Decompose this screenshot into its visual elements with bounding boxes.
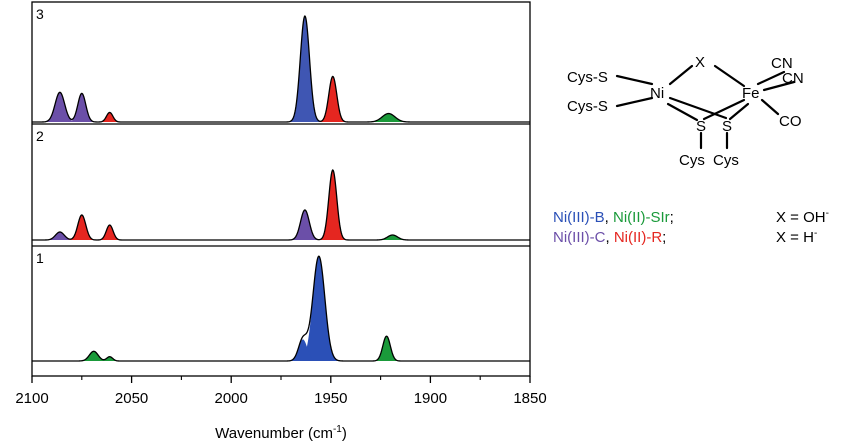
panel-label-1: 1 [36, 250, 44, 266]
legend-row-2-x: X = H- [776, 228, 817, 246]
cys-s-bottom-label: Cys-S [567, 98, 608, 115]
bond [762, 80, 796, 92]
sulfur-right-label: S [722, 118, 732, 135]
peak-fill [76, 351, 112, 361]
spectra-layer [32, 14, 530, 362]
bond [702, 98, 746, 121]
peak-fill [287, 210, 323, 240]
spectrum-trace [32, 169, 530, 241]
bond [668, 64, 694, 86]
plot-frame [31, 1, 531, 377]
bond [756, 70, 786, 86]
panel-label-3: 3 [36, 6, 44, 22]
x-tick-label: 2050 [115, 390, 148, 407]
legend-ni3b: Ni(III)-B [553, 209, 605, 226]
peak-fill [371, 336, 402, 361]
bond [713, 64, 746, 88]
bond [615, 96, 654, 108]
peak-fill [316, 76, 349, 122]
peak-fill [316, 170, 349, 240]
cys-s-top-label: Cys-S [567, 69, 608, 86]
cn-ligand-2-label: CN [782, 70, 804, 87]
peak-fill [40, 92, 80, 122]
legend-ni2sir: Ni(II)-SIr [613, 209, 670, 226]
peak-fill [42, 232, 78, 240]
x-tick-label: 2000 [215, 390, 248, 407]
x-tick-label: 1900 [414, 390, 447, 407]
peak-fill [285, 339, 321, 361]
legend-row-2: Ni(III)-C, Ni(II)-R; [553, 229, 666, 246]
cn-ligand-1-label: CN [771, 55, 793, 72]
peak-fill [65, 215, 98, 240]
cys-left-label: Cys [679, 152, 705, 169]
peak-fill [96, 112, 123, 122]
spectrum-trace [32, 255, 530, 362]
bond [728, 102, 750, 121]
bond [615, 74, 654, 86]
panel-label-2: 2 [36, 128, 44, 144]
fe-label: Fe [742, 85, 760, 102]
legend-ni2r: Ni(II)-R [614, 229, 662, 246]
spectrum-trace [32, 14, 530, 123]
peak-fill [286, 16, 324, 123]
peak-fill [65, 93, 98, 122]
legend-row-1: Ni(III)-B, Ni(II)-SIr; [553, 209, 674, 226]
peak-fill [363, 113, 415, 122]
peak-fill [97, 356, 122, 361]
legend-ni3c: Ni(III)-C [553, 229, 606, 246]
co-ligand-label: CO [779, 113, 802, 130]
peak-fill [372, 235, 413, 240]
x-axis-label: Wavenumber (cm-1) [215, 424, 347, 442]
bond [668, 96, 728, 120]
bond [760, 98, 780, 116]
peak-fill [294, 256, 343, 361]
x-axis: 2100 2050 2000 1950 1900 1850 [15, 376, 547, 407]
sulfur-left-label: S [696, 118, 706, 135]
bridge-x-label: X [695, 54, 705, 71]
legend-row-1-x: X = OH- [776, 208, 829, 226]
peak-fill [96, 225, 124, 240]
x-tick-label: 1950 [314, 390, 347, 407]
species-legend: Ni(III)-B, Ni(II)-SIr; X = OH- Ni(III)-C… [553, 208, 829, 246]
cys-right-label: Cys [713, 152, 739, 169]
bond [666, 102, 699, 122]
active-site-structure: Cys-S Cys-S Ni X Fe CN CN CO S S Cys Cys [567, 54, 804, 169]
x-tick-label: 2100 [15, 390, 48, 407]
ni-label: Ni [650, 85, 664, 102]
x-tick-label: 1850 [513, 390, 546, 407]
